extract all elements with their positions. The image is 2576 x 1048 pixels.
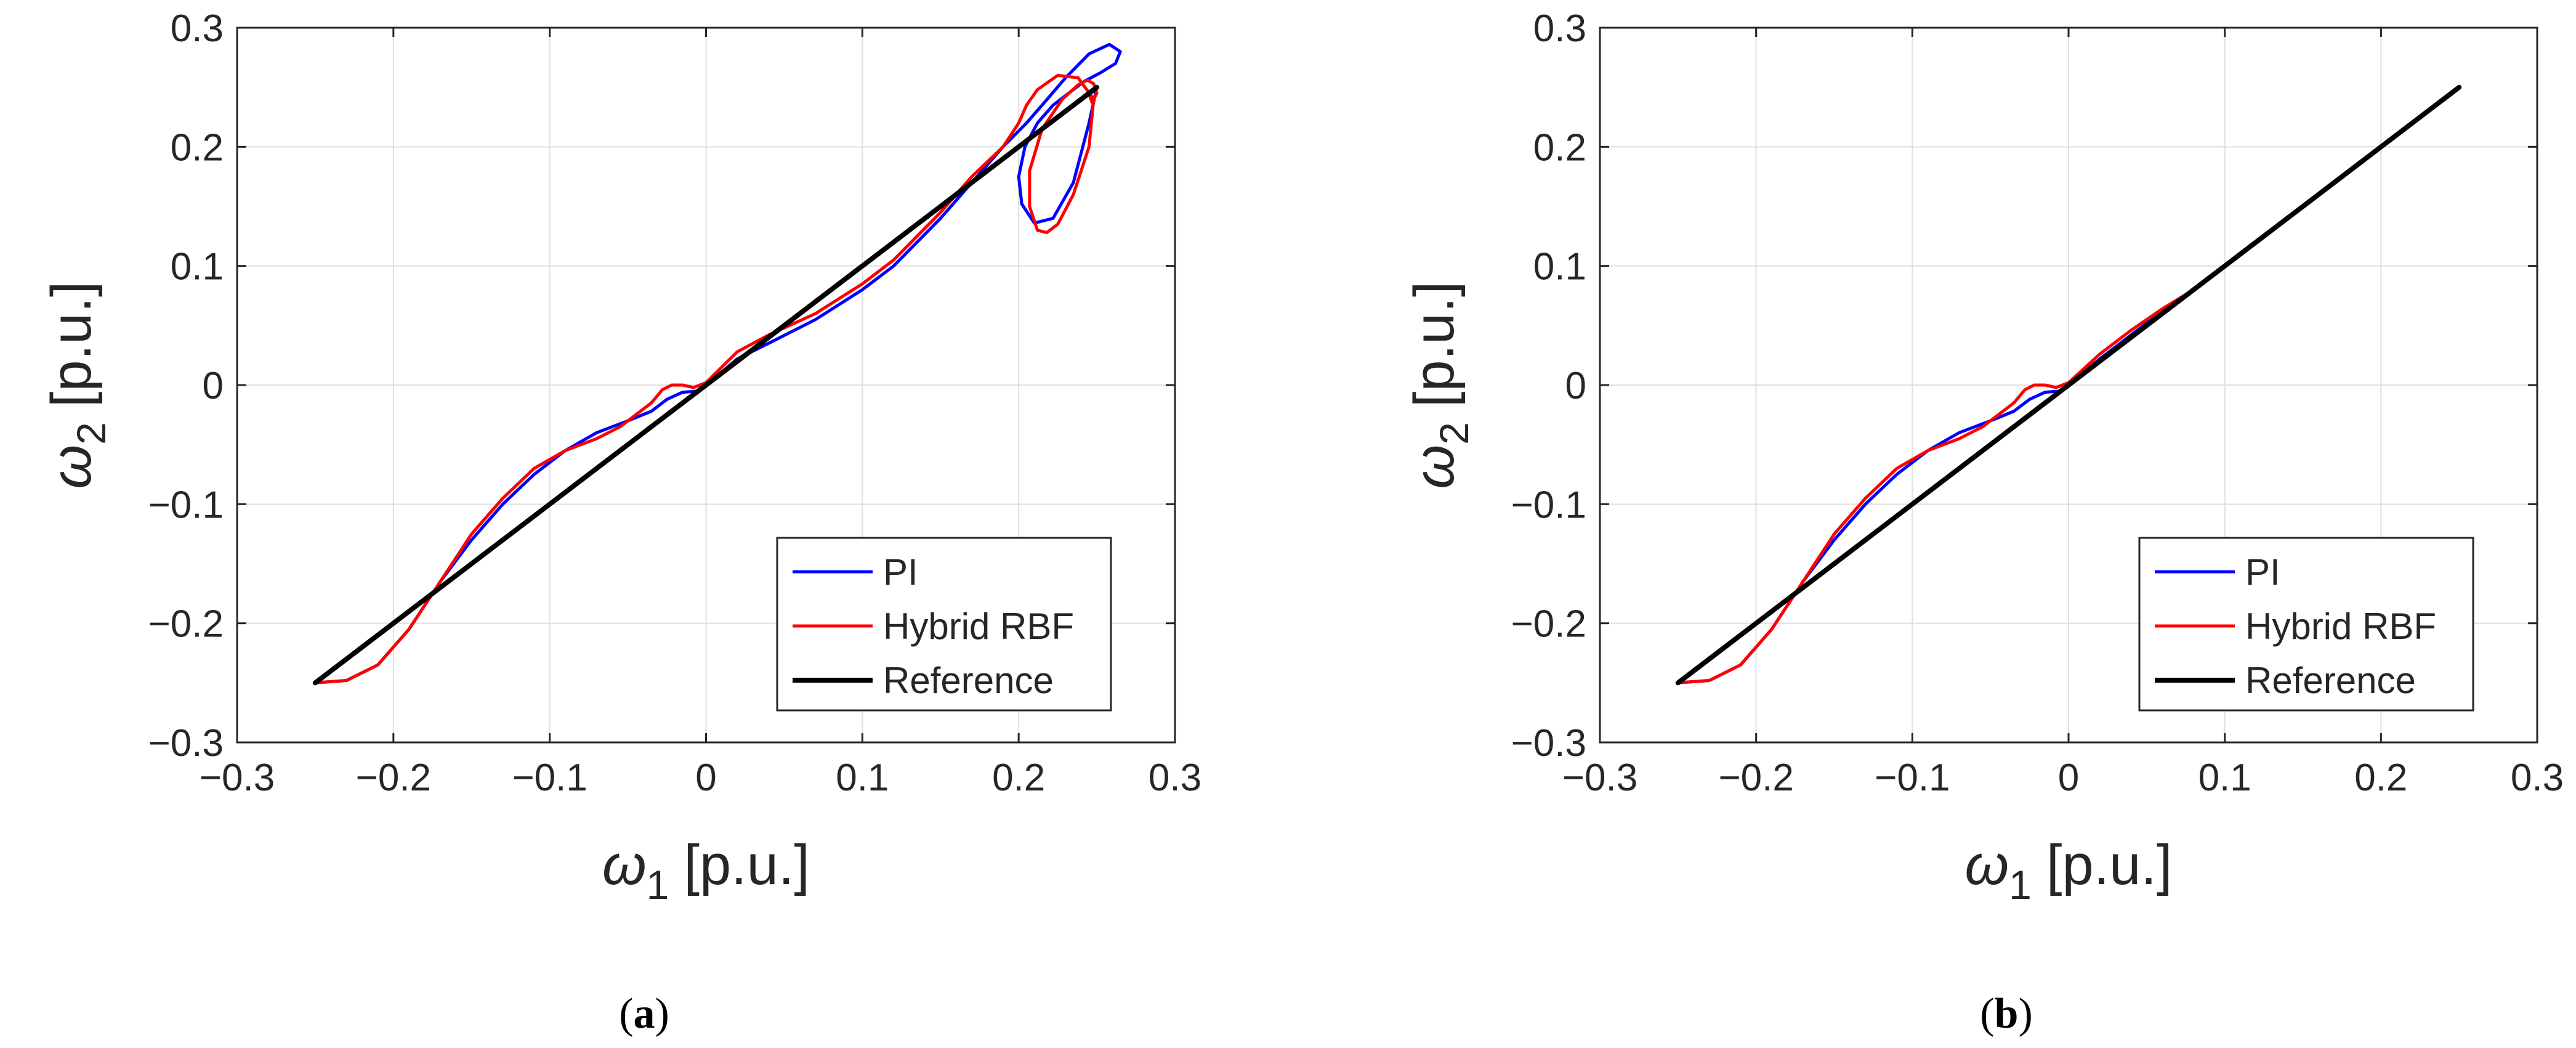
series-line-reference bbox=[1675, 84, 2462, 686]
series-line-hybrid-rbf bbox=[1676, 288, 2195, 684]
y-tick-label: −0.1 bbox=[1511, 484, 1586, 526]
caption-close-paren: ) bbox=[2018, 990, 2032, 1038]
y-tick-label: 0.3 bbox=[1533, 7, 1586, 50]
x-axis-unit: [p.u.] bbox=[684, 834, 810, 896]
y-axis-label: ω2 [p.u.] bbox=[1403, 282, 1477, 489]
x-tick-label: 0.1 bbox=[836, 757, 889, 799]
x-tick-label: 0 bbox=[695, 757, 716, 799]
y-tick-label: −0.3 bbox=[148, 722, 224, 765]
x-axis-subscript: 1 bbox=[2009, 862, 2032, 908]
series-group bbox=[1675, 84, 2462, 686]
legend-label-pi: PI bbox=[883, 551, 918, 593]
x-axis-label: ω1 [p.u.] bbox=[602, 834, 810, 908]
chart-panel-b: −0.3 −0.2 −0.1 0 0.1 0.2 0.3 −0.3 −0.2 −0.1 0 0.1 0.… bbox=[1403, 7, 2564, 1038]
y-axis-label: ω2 [p.u.] bbox=[40, 282, 114, 489]
x-tick-label: −0.1 bbox=[1875, 757, 1950, 799]
caption-letter: a bbox=[634, 990, 655, 1038]
y-tick-label: 0 bbox=[203, 365, 224, 407]
x-axis-unit: [p.u.] bbox=[2046, 834, 2173, 896]
y-axis-unit: [p.u.] bbox=[40, 282, 103, 408]
legend-label-hybrid-rbf: Hybrid RBF bbox=[883, 606, 1074, 647]
y-tick-label: 0.2 bbox=[1533, 126, 1586, 169]
x-axis-label: ω1 [p.u.] bbox=[1965, 834, 2173, 908]
x-tick-label: −0.3 bbox=[200, 757, 275, 799]
caption-close-paren: ) bbox=[655, 990, 669, 1038]
x-tick-label: 0 bbox=[2058, 757, 2079, 799]
series-group bbox=[312, 43, 1122, 686]
x-tick-label: −0.1 bbox=[512, 757, 587, 799]
caption-letter: b bbox=[1995, 990, 2019, 1038]
panel-caption: (b) bbox=[1980, 990, 2033, 1038]
legend: PI Hybrid RBF Reference bbox=[776, 537, 1112, 712]
legend-label-hybrid-rbf: Hybrid RBF bbox=[2245, 606, 2436, 647]
panel-caption: (a) bbox=[619, 990, 669, 1038]
x-tick-label: 0.2 bbox=[992, 757, 1045, 799]
x-axis-subscript: 1 bbox=[647, 862, 669, 908]
legend-label-reference: Reference bbox=[883, 660, 1054, 701]
y-tick-label: 0.1 bbox=[1533, 246, 1586, 288]
legend: PI Hybrid RBF Reference bbox=[2138, 537, 2474, 712]
x-tick-label: 0.3 bbox=[1149, 757, 1201, 799]
y-tick-label: −0.2 bbox=[148, 603, 224, 646]
y-tick-label: −0.2 bbox=[1511, 603, 1586, 646]
y-tick-label: 0.2 bbox=[171, 126, 224, 169]
y-tick-label: 0.1 bbox=[171, 246, 224, 288]
x-tick-label: 0.1 bbox=[2198, 757, 2251, 799]
x-axis-symbol: ω bbox=[1965, 834, 2009, 896]
y-axis-subscript: 2 bbox=[68, 422, 114, 445]
y-axis-symbol: ω bbox=[40, 445, 103, 489]
legend-label-pi: PI bbox=[2245, 551, 2280, 593]
chart-panel-a: −0.3 −0.2 −0.1 0 0.1 0.2 0.3 −0.3 −0.2 −0.1 0 0.1 0.… bbox=[40, 7, 1201, 1038]
x-tick-label: −0.2 bbox=[1718, 757, 1793, 799]
x-tick-label: −0.2 bbox=[356, 757, 431, 799]
legend-label-reference: Reference bbox=[2245, 660, 2416, 701]
series-line-reference bbox=[312, 84, 1100, 686]
y-tick-label: −0.3 bbox=[1511, 722, 1586, 765]
y-tick-label: −0.1 bbox=[148, 484, 224, 526]
x-axis-symbol: ω bbox=[602, 834, 647, 896]
x-tick-label: 0.3 bbox=[2511, 757, 2564, 799]
y-axis-unit: [p.u.] bbox=[1403, 282, 1466, 408]
caption-open-paren: ( bbox=[1980, 990, 1994, 1038]
y-tick-label: 0 bbox=[1565, 365, 1586, 407]
y-tick-label: 0.3 bbox=[171, 7, 224, 50]
y-axis-symbol: ω bbox=[1403, 445, 1466, 489]
caption-open-paren: ( bbox=[619, 990, 633, 1038]
x-tick-label: −0.3 bbox=[1562, 757, 1637, 799]
y-axis-subscript: 2 bbox=[1431, 422, 1477, 445]
x-tick-label: 0.2 bbox=[2354, 757, 2407, 799]
